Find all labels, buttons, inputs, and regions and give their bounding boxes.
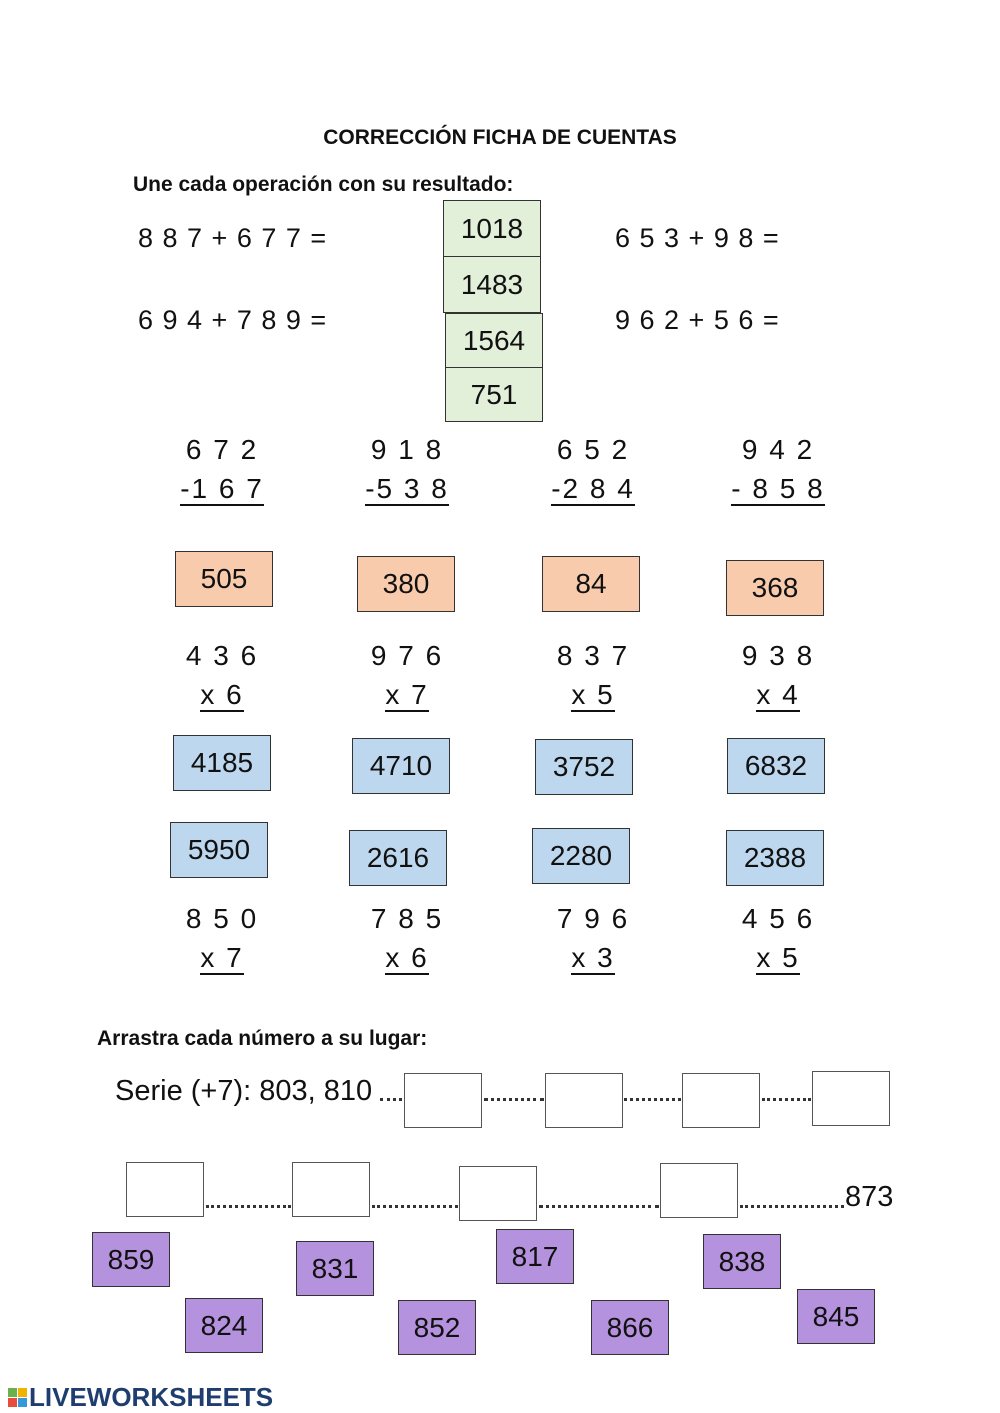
- operation: 9 4 2 - 8 5 8: [728, 434, 828, 506]
- result-tile[interactable]: 1564: [445, 313, 543, 368]
- logo-text: LIVEWORKSHEETS: [29, 1382, 274, 1412]
- drop-slot[interactable]: [660, 1163, 738, 1218]
- equation: 6 9 4 + 7 8 9 =: [138, 305, 328, 335]
- operand-bottom: x 6: [200, 679, 244, 712]
- number-tile[interactable]: 817: [496, 1229, 574, 1284]
- operand-bottom: x 7: [200, 942, 244, 975]
- number-tile[interactable]: 824: [185, 1298, 263, 1353]
- series-label: Serie (+7): 803, 810: [115, 1075, 373, 1107]
- number-tile[interactable]: 838: [703, 1234, 781, 1289]
- operand-top: 7 8 5: [370, 903, 444, 934]
- operand-bottom: x 5: [571, 679, 615, 712]
- operation: 8 3 7 x 5: [543, 640, 643, 712]
- result-tile[interactable]: 3752: [535, 739, 633, 795]
- result-tile[interactable]: 1483: [443, 256, 541, 313]
- result-tile[interactable]: 5950: [170, 822, 268, 878]
- operation: 4 3 6 x 6: [172, 640, 272, 712]
- operand-bottom: -5 3 8: [365, 473, 449, 506]
- number-tile[interactable]: 859: [92, 1232, 170, 1287]
- drop-slot[interactable]: [459, 1166, 537, 1221]
- drop-slot[interactable]: [292, 1162, 370, 1217]
- equation: 8 8 7 + 6 7 7 =: [138, 223, 328, 253]
- operand-bottom: x 4: [756, 679, 800, 712]
- operand-bottom: -1 6 7: [180, 473, 264, 506]
- result-tile[interactable]: 84: [542, 556, 640, 612]
- liveworksheets-logo: LIVEWORKSHEETS: [8, 1382, 273, 1413]
- operation: 8 5 0 x 7: [172, 903, 272, 975]
- operand-bottom: - 8 5 8: [731, 473, 825, 506]
- number-tile[interactable]: 866: [591, 1300, 669, 1355]
- operation: 7 8 5 x 6: [357, 903, 457, 975]
- operand-top: 4 3 6: [185, 640, 259, 671]
- operand-top: 7 9 6: [556, 903, 630, 934]
- page-title: CORRECCIÓN FICHA DE CUENTAS: [323, 126, 677, 149]
- operand-top: 6 5 2: [556, 434, 630, 465]
- drop-slot[interactable]: [812, 1071, 890, 1126]
- operand-bottom: x 5: [756, 942, 800, 975]
- result-tile[interactable]: 2616: [349, 830, 447, 886]
- operation: 9 7 6 x 7: [357, 640, 457, 712]
- number-tile[interactable]: 852: [398, 1300, 476, 1355]
- operand-top: 6 7 2: [185, 434, 259, 465]
- operand-top: 9 3 8: [741, 640, 815, 671]
- drop-slot[interactable]: [126, 1162, 204, 1217]
- operand-top: 9 4 2: [741, 434, 815, 465]
- result-tile[interactable]: 368: [726, 560, 824, 616]
- result-tile[interactable]: 6832: [727, 738, 825, 794]
- result-tile[interactable]: 2280: [532, 828, 630, 884]
- operand-top: 8 3 7: [556, 640, 630, 671]
- result-tile[interactable]: 4710: [352, 738, 450, 794]
- operand-top: 9 1 8: [370, 434, 444, 465]
- operand-bottom: x 6: [385, 942, 429, 975]
- result-tile[interactable]: 2388: [726, 830, 824, 886]
- number-tile[interactable]: 831: [296, 1241, 374, 1296]
- operation: 6 5 2 -2 8 4: [543, 434, 643, 506]
- drop-slot[interactable]: [404, 1073, 482, 1128]
- operation: 9 3 8 x 4: [728, 640, 828, 712]
- instruction-drag: Arrastra cada número a su lugar:: [97, 1027, 428, 1050]
- operand-top: 4 5 6: [741, 903, 815, 934]
- drop-slot[interactable]: [545, 1073, 623, 1128]
- number-tile[interactable]: 845: [797, 1289, 875, 1344]
- result-tile[interactable]: 4185: [173, 735, 271, 791]
- result-tile[interactable]: 505: [175, 551, 273, 607]
- result-tile[interactable]: 1018: [443, 200, 541, 257]
- operation: 9 1 8 -5 3 8: [357, 434, 457, 506]
- instruction-match: Une cada operación con su resultado:: [133, 173, 514, 196]
- logo-icon: [8, 1388, 27, 1407]
- operand-bottom: x 7: [385, 679, 429, 712]
- equation: 9 6 2 + 5 6 =: [615, 305, 780, 335]
- operand-top: 9 7 6: [370, 640, 444, 671]
- equation: 6 5 3 + 9 8 =: [615, 223, 780, 253]
- result-tile[interactable]: 380: [357, 556, 455, 612]
- operand-top: 8 5 0: [185, 903, 259, 934]
- series-end: 873: [845, 1181, 894, 1213]
- operand-bottom: -2 8 4: [551, 473, 635, 506]
- result-tile[interactable]: 751: [445, 367, 543, 422]
- operation: 7 9 6 x 3: [543, 903, 643, 975]
- drop-slot[interactable]: [682, 1073, 760, 1128]
- operation: 6 7 2 -1 6 7: [172, 434, 272, 506]
- operation: 4 5 6 x 5: [728, 903, 828, 975]
- operand-bottom: x 3: [571, 942, 615, 975]
